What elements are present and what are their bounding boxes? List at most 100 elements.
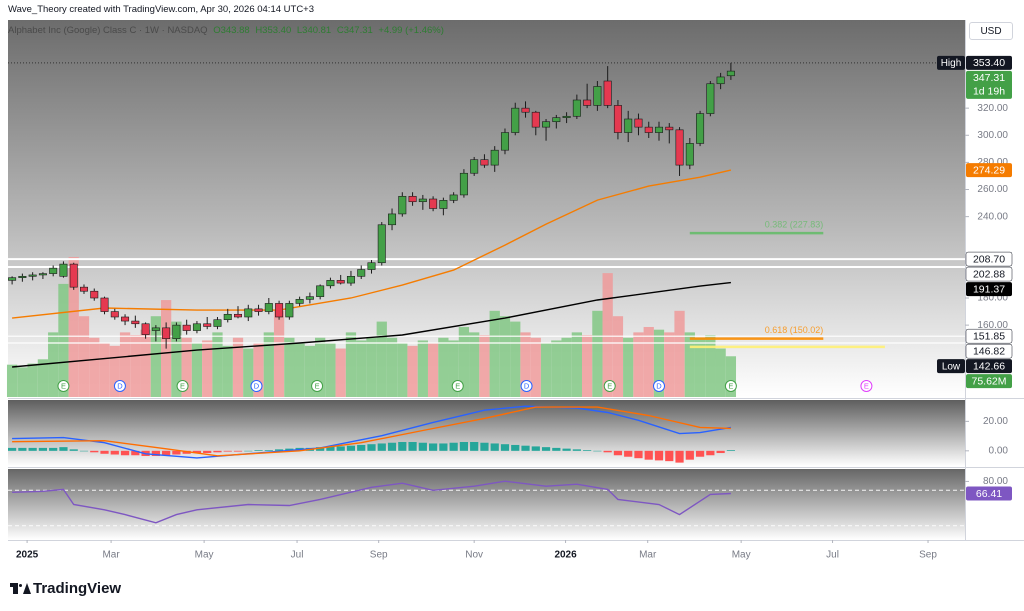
candle-body	[213, 319, 222, 327]
macd-histogram	[449, 442, 458, 451]
volume-bar	[356, 340, 367, 397]
x-tick-label: May	[732, 550, 751, 561]
candle-body	[521, 107, 530, 113]
macd-histogram	[100, 450, 109, 454]
candle-body	[377, 224, 386, 264]
macd-histogram	[665, 450, 674, 462]
price-label-box	[966, 70, 1012, 99]
price-label-box	[965, 251, 1013, 267]
volume-bar	[530, 337, 541, 397]
logo-text: TradingView	[33, 580, 122, 597]
price-label: 347.31	[973, 72, 1005, 84]
price-tag-box	[937, 359, 965, 374]
price-label: 202.88	[973, 268, 1005, 280]
y-tick-label: 80.00	[983, 476, 1008, 487]
macd-histogram	[316, 447, 325, 451]
rsi-pane	[8, 469, 965, 540]
volume-bar	[694, 337, 706, 397]
volume-bar	[119, 332, 131, 397]
volume-bar	[130, 335, 141, 397]
x-tick-label: 2025	[16, 550, 39, 561]
macd-histogram	[562, 448, 571, 451]
logo: TradingView	[10, 580, 121, 597]
volume-bar	[109, 345, 120, 397]
macd-histogram	[398, 441, 407, 451]
candle-body	[38, 273, 47, 276]
candle-body	[295, 299, 304, 304]
countdown-label: 1d 19h	[973, 86, 1005, 98]
volume-bar	[643, 326, 654, 397]
currency-button[interactable]: USD	[969, 22, 1013, 40]
macd-histogram	[624, 450, 633, 457]
macd-histogram	[644, 450, 653, 460]
volume-bar	[489, 310, 500, 397]
candle-body	[685, 143, 694, 166]
macd-histogram	[110, 450, 119, 455]
volume-bar	[181, 337, 192, 397]
macd-histogram	[357, 444, 366, 451]
price-tag-box	[937, 55, 965, 70]
macd-histogram	[8, 447, 17, 451]
price-label: 146.82	[973, 345, 1005, 357]
y-tick-label: 280.00	[977, 157, 1008, 168]
macd-histogram	[28, 447, 37, 451]
macd-histogram	[726, 450, 735, 451]
volume-bar	[284, 337, 295, 397]
price-label: 208.70	[973, 253, 1005, 265]
ohlc-open: O343.88	[213, 25, 250, 36]
event-marker	[176, 380, 189, 392]
price-label-box	[966, 163, 1012, 178]
candle-body	[603, 80, 612, 106]
volume-bar	[58, 283, 69, 397]
volume-bar	[602, 273, 613, 397]
y-tick-label: 160.00	[977, 320, 1008, 331]
x-tick-label: Jul	[826, 550, 839, 561]
volume-bar	[294, 343, 305, 397]
candle-body	[726, 70, 735, 77]
candle-body	[398, 195, 407, 215]
candle-body	[8, 277, 17, 281]
macd-histogram	[203, 450, 212, 454]
candle-body	[244, 308, 253, 318]
x-tick-label: Sep	[919, 550, 937, 561]
candle-body	[665, 126, 674, 131]
macd-histogram	[79, 450, 89, 452]
macd-histogram	[695, 450, 705, 457]
event-label: E	[455, 381, 460, 390]
candle-body	[429, 198, 438, 209]
macd-histogram	[18, 447, 27, 451]
indicator-line	[12, 169, 732, 319]
price-label: 191.37	[973, 283, 1005, 295]
price-label: 75.62M	[971, 375, 1006, 387]
price-label: 151.85	[973, 330, 1005, 342]
candle-body	[59, 263, 68, 277]
event-marker	[311, 380, 324, 392]
event-label: E	[61, 381, 66, 390]
macd-histogram	[716, 450, 725, 454]
logo-icon	[10, 583, 31, 594]
volume-bar	[653, 329, 665, 397]
macd-histogram	[541, 447, 551, 451]
price-tag: High	[941, 58, 962, 69]
volume-bar	[581, 335, 593, 397]
volume-bar	[469, 332, 480, 397]
macd-histogram	[480, 442, 489, 451]
macd-histogram	[593, 450, 602, 452]
volume-bar	[674, 310, 685, 397]
candle-body	[182, 324, 191, 331]
macd-histogram	[192, 450, 202, 454]
candle-body	[706, 83, 715, 114]
candle-body	[418, 198, 427, 203]
event-marker	[451, 380, 464, 392]
event-label: E	[607, 381, 612, 390]
y-tick-label: 0.00	[989, 445, 1009, 456]
y-tick-label: 20.00	[983, 416, 1008, 427]
volume-bar	[623, 337, 634, 397]
candle-body	[69, 263, 78, 288]
indicator-line	[12, 480, 731, 524]
macd-histogram	[264, 450, 273, 451]
candle-body	[264, 303, 273, 312]
volume-bar	[335, 348, 346, 397]
candle-body	[305, 296, 314, 300]
